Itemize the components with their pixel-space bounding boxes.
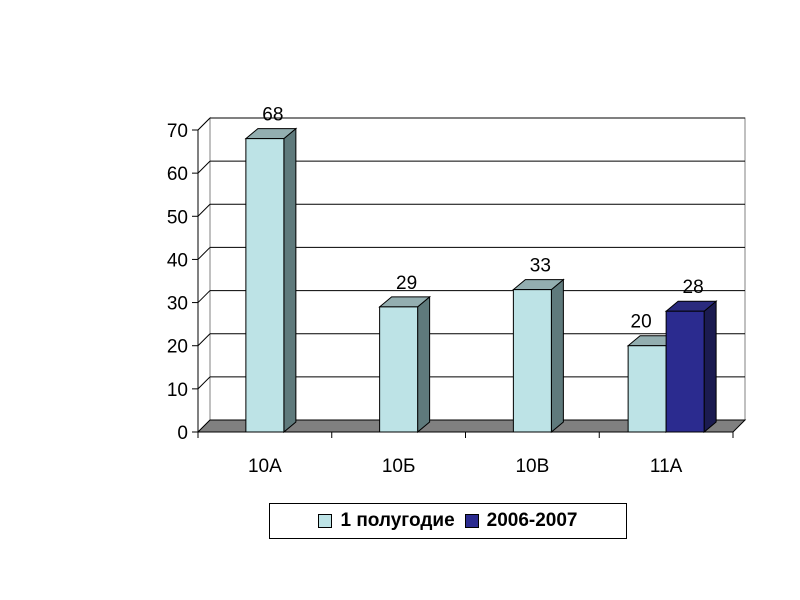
gridlines bbox=[197, 117, 745, 390]
legend-label: 2006-2007 bbox=[486, 510, 578, 531]
bar-side bbox=[417, 295, 431, 434]
y-tick-label: 50 bbox=[167, 207, 188, 228]
legend-item-series-1: 1 полугодие bbox=[318, 510, 455, 532]
legend-swatch bbox=[464, 514, 479, 528]
legend-swatch bbox=[318, 514, 333, 528]
y-tick-label: 70 bbox=[167, 121, 188, 142]
gridline-side bbox=[197, 117, 211, 131]
y-tick-label: 20 bbox=[167, 337, 188, 358]
y-tick-label: 0 bbox=[177, 423, 188, 444]
y-tick-label: 40 bbox=[167, 250, 188, 271]
x-axis: 10А 10Б 10В 11А bbox=[197, 431, 734, 477]
data-label: 29 bbox=[396, 273, 417, 294]
legend: 1 полугодие 2006-2007 bbox=[269, 503, 627, 539]
x-category-label: 10В bbox=[515, 456, 549, 477]
bar bbox=[512, 289, 552, 433]
gridline-side bbox=[197, 376, 211, 390]
x-category-label: 10А bbox=[248, 456, 282, 477]
legend-item-series-2: 2006-2007 bbox=[464, 510, 578, 532]
gridline-side bbox=[197, 333, 211, 347]
data-label: 20 bbox=[631, 312, 652, 333]
data-labels: 68 29 33 20 28 bbox=[262, 105, 703, 333]
bars bbox=[244, 127, 718, 434]
bar-side bbox=[550, 278, 564, 434]
bar bbox=[665, 310, 705, 433]
bar-side bbox=[283, 127, 297, 434]
y-axis: 0 10 20 30 40 50 60 70 bbox=[167, 121, 199, 444]
data-label: 28 bbox=[683, 277, 704, 298]
plot-area bbox=[197, 116, 746, 434]
bar bbox=[245, 138, 285, 433]
y-tick-label: 60 bbox=[167, 164, 188, 185]
gridline-side bbox=[197, 290, 211, 303]
x-category-label: 10Б bbox=[382, 456, 416, 477]
bar bbox=[379, 306, 419, 433]
bar bbox=[627, 345, 667, 433]
data-label: 68 bbox=[262, 105, 283, 126]
legend-label: 1 полугодие bbox=[340, 510, 455, 531]
side-wall bbox=[197, 116, 211, 434]
bar-side bbox=[703, 300, 717, 434]
gridline-side bbox=[197, 247, 211, 260]
x-category-label: 11А bbox=[650, 456, 683, 477]
gridline-side bbox=[197, 203, 211, 217]
y-tick-label: 30 bbox=[167, 294, 188, 315]
gridline-side bbox=[197, 160, 211, 174]
data-label: 33 bbox=[530, 256, 551, 277]
y-tick-label: 10 bbox=[167, 380, 188, 401]
